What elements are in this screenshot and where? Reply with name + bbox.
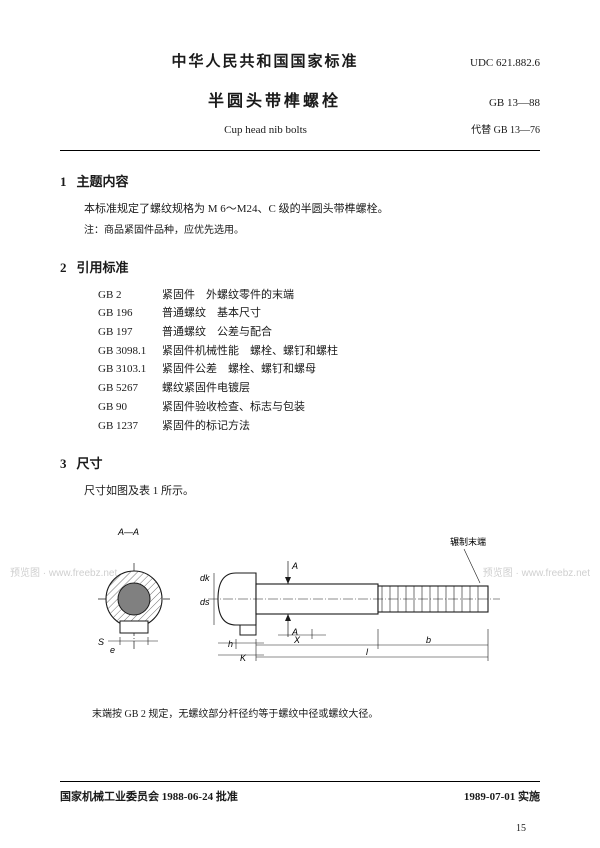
section-1-num: 1 bbox=[60, 174, 67, 189]
section-2: 2 引用标准 GB 2紧固件 外螺纹零件的末端 GB 196普通螺纹 基本尺寸 G… bbox=[60, 257, 540, 436]
ref-item: GB 197普通螺纹 公差与配合 bbox=[98, 323, 540, 342]
ref-item: GB 196普通螺纹 基本尺寸 bbox=[98, 304, 540, 323]
section-2-num: 2 bbox=[60, 260, 67, 275]
document-header: 中华人民共和国国家标准 UDC 621.882.6 半圆头带榫螺栓 GB 13—… bbox=[60, 50, 540, 136]
udc-code: UDC 621.882.6 bbox=[470, 57, 540, 69]
section-1-note: 注：商品紧固件品种，应优先选用。 bbox=[84, 223, 540, 239]
dim-S: S bbox=[98, 637, 104, 647]
footer-right: 1989-07-01 实施 bbox=[464, 788, 540, 804]
reference-list: GB 2紧固件 外螺纹零件的末端 GB 196普通螺纹 基本尺寸 GB 197普… bbox=[98, 286, 540, 436]
dim-A1: A bbox=[291, 561, 298, 571]
gb-code: GB 13—88 bbox=[489, 97, 540, 109]
dim-dk: dk bbox=[200, 573, 210, 583]
page-number: 15 bbox=[516, 823, 526, 834]
section-3-body: 尺寸如图及表 1 所示。 bbox=[84, 482, 540, 501]
ref-item: GB 5267螺纹紧固件电镀层 bbox=[98, 379, 540, 398]
section-2-heading: 引用标准 bbox=[77, 260, 129, 275]
footer-left: 国家机械工业委员会 1988-06-24 批准 bbox=[60, 788, 238, 804]
ref-item: GB 3103.1紧固件公差 螺栓、螺钉和螺母 bbox=[98, 360, 540, 379]
ref-item: GB 2紧固件 外螺纹零件的末端 bbox=[98, 286, 540, 305]
section-1-heading: 主题内容 bbox=[77, 174, 129, 189]
dim-X: X bbox=[293, 635, 301, 645]
ref-item: GB 90紧固件验收检查、标志与包装 bbox=[98, 398, 540, 417]
ref-item: GB 3098.1紧固件机械性能 螺栓、螺钉和螺柱 bbox=[98, 342, 540, 361]
dim-l: l bbox=[366, 647, 369, 657]
section-3-heading: 尺寸 bbox=[77, 456, 103, 471]
section-1: 1 主题内容 本标准规定了螺纹规格为 M 6～M24、C 级的半圆头带榫螺栓。 注… bbox=[60, 171, 540, 239]
sub-title: 半圆头带榫螺栓 bbox=[60, 87, 489, 111]
rolled-end-label: 辗制末端 bbox=[450, 536, 486, 547]
dim-e: e bbox=[110, 645, 115, 655]
replace-code: 代替 GB 13—76 bbox=[471, 121, 540, 136]
section-3: 3 尺寸 尺寸如图及表 1 所示。 bbox=[60, 453, 540, 501]
technical-figure: A—A S e bbox=[60, 521, 540, 671]
dim-b: b bbox=[426, 635, 431, 645]
dim-K: K bbox=[240, 653, 247, 663]
dim-h: h bbox=[228, 639, 233, 649]
header-divider bbox=[60, 150, 540, 151]
page-footer: 国家机械工业委员会 1988-06-24 批准 1989-07-01 实施 bbox=[60, 781, 540, 804]
ref-item: GB 1237紧固件的标记方法 bbox=[98, 417, 540, 436]
english-title: Cup head nib bolts bbox=[60, 124, 471, 136]
dim-ds: ds bbox=[200, 597, 210, 607]
section-3-num: 3 bbox=[60, 456, 67, 471]
figure-footnote: 末端按 GB 2 规定，无螺纹部分杆径约等于螺纹中径或螺纹大径。 bbox=[92, 705, 540, 720]
section-1-body: 本标准规定了螺纹规格为 M 6～M24、C 级的半圆头带榫螺栓。 bbox=[84, 200, 540, 219]
bolt-diagram-svg: A—A S e bbox=[68, 521, 528, 671]
main-title: 中华人民共和国国家标准 bbox=[60, 50, 470, 71]
section-label: A—A bbox=[117, 527, 139, 537]
